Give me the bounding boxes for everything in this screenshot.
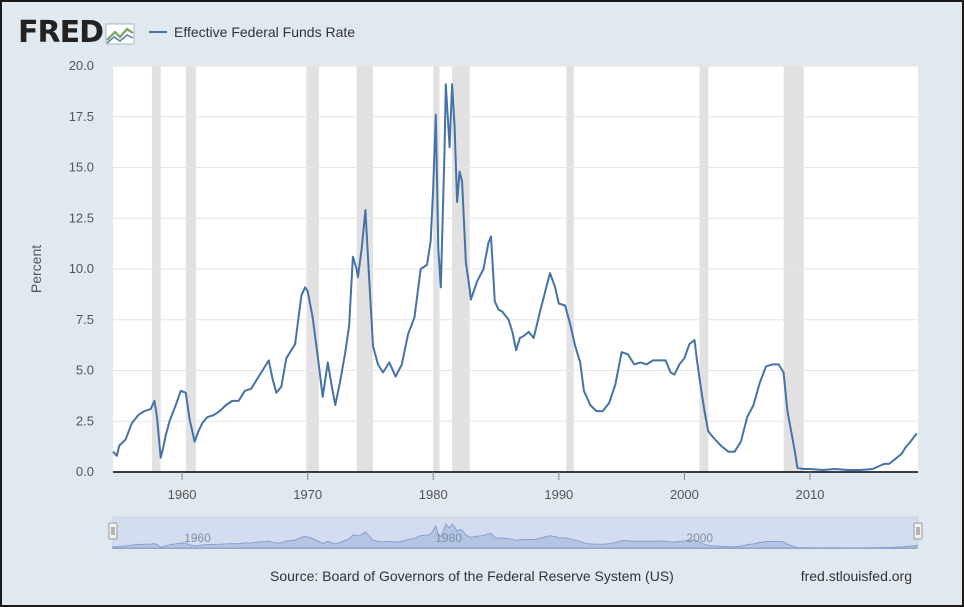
x-tick-label: 1980 bbox=[419, 487, 448, 502]
site-link[interactable]: fred.stlouisfed.org bbox=[800, 568, 912, 584]
x-tick-label: 1960 bbox=[168, 487, 197, 502]
series-line-effective-federal-funds-rate bbox=[112, 83, 918, 471]
navigator-handle-left[interactable] bbox=[108, 522, 118, 540]
navigator-handle-body[interactable] bbox=[108, 522, 118, 540]
navigator-year-label: 1960 bbox=[184, 531, 211, 545]
y-tick-label: 20.0 bbox=[69, 58, 94, 73]
fred-trend-icon bbox=[105, 23, 135, 45]
legend-swatch bbox=[149, 31, 167, 33]
y-tick-label: 5.0 bbox=[76, 363, 94, 378]
navigator-selection-mask[interactable] bbox=[113, 517, 918, 548]
x-tick-label: 2010 bbox=[796, 487, 825, 502]
y-tick-label: 10.0 bbox=[69, 261, 94, 276]
grid-lines bbox=[113, 65, 918, 422]
navigator-handle-right[interactable] bbox=[913, 522, 923, 540]
navigator-year-label: 1980 bbox=[435, 531, 462, 545]
navigator[interactable]: 1960 1980 2000 bbox=[108, 516, 923, 549]
chart-header: FRED Effective Federal Funds Rate bbox=[18, 12, 355, 52]
x-tick-label: 1970 bbox=[293, 487, 322, 502]
y-tick-label: 2.5 bbox=[76, 413, 94, 428]
y-axis-ticks: 0.0 2.5 5.0 7.5 10.0 12.5 15.0 17.5 20.0 bbox=[69, 58, 94, 479]
x-tick-label: 2000 bbox=[670, 487, 699, 502]
y-tick-label: 17.5 bbox=[69, 109, 94, 124]
x-axis-ticks: 1960 1970 1980 1990 2000 2010 bbox=[168, 472, 825, 502]
y-axis-label: Percent bbox=[28, 245, 44, 293]
navigator-year-label: 2000 bbox=[686, 531, 713, 545]
navigator-handle-body[interactable] bbox=[913, 522, 923, 540]
y-tick-label: 0.0 bbox=[76, 464, 94, 479]
navigator-year-labels: 1960 1980 2000 bbox=[184, 531, 713, 545]
legend-label: Effective Federal Funds Rate bbox=[174, 24, 356, 40]
y-tick-label: 15.0 bbox=[69, 160, 94, 175]
fred-logo[interactable]: FRED bbox=[18, 14, 104, 50]
y-tick-label: 12.5 bbox=[69, 210, 94, 225]
y-tick-label: 7.5 bbox=[76, 312, 94, 327]
x-tick-label: 1990 bbox=[544, 487, 573, 502]
chart-legend[interactable]: Effective Federal Funds Rate bbox=[149, 24, 355, 40]
source-text: Source: Board of Governors of the Federa… bbox=[270, 568, 674, 584]
